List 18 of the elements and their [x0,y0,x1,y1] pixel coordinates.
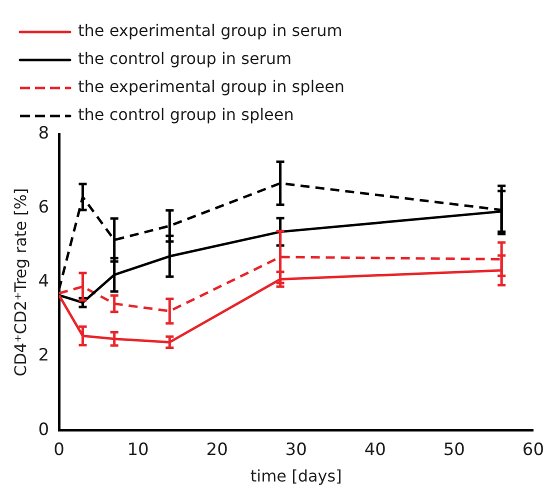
legend-label: the experimental group in serum [78,21,342,40]
x-tick-label: 0 [54,440,64,460]
y-tick-label: 2 [38,346,50,366]
x-tick-label: 60 [522,440,544,460]
x-tick-label: 40 [364,440,386,460]
y-tick-label: 8 [38,123,50,144]
legend-label: the control group in serum [78,49,292,68]
x-tick-label: 10 [127,440,149,460]
y-axis-title: CD4⁺CD2⁺Treg rate [%] [10,188,30,376]
y-tick-label: 4 [38,272,50,292]
x-tick-label: 20 [206,440,228,460]
legend-label: the experimental group in spleen [78,77,345,96]
y-tick-label: 6 [38,198,50,218]
y-tick-label: 0 [38,420,50,440]
legend-label: the control group in spleen [78,105,294,124]
x-tick-label: 50 [443,440,465,460]
x-tick-label: 30 [285,440,307,460]
x-axis-title: time [days] [250,466,342,486]
